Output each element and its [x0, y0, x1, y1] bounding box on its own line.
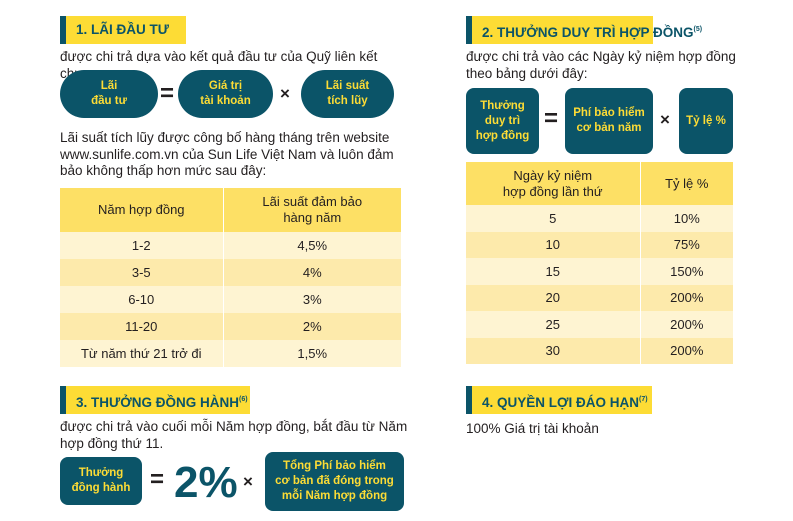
cell: 75%: [640, 231, 733, 258]
cell: 6-10: [60, 286, 224, 313]
table-row: Từ năm thứ 21 trở đi 1,5%: [60, 340, 401, 367]
table-row: 20 200%: [466, 284, 733, 311]
section-1-note: Lãi suất tích lũy được công bố hàng thán…: [60, 130, 394, 178]
formula-account-value: Giá trị tài khoản: [178, 70, 273, 118]
section-2-intro: được chi trả vào các Ngày kỷ niệm hợp đồ…: [466, 49, 736, 81]
formula-accumulated-rate: Lãi suất tích lũy: [301, 70, 394, 118]
table-row: 30 200%: [466, 337, 733, 364]
formula-companion-bonus: Thưởng đồng hành: [60, 457, 142, 505]
footnote-marker: (6): [238, 396, 248, 403]
cell: 3%: [223, 286, 401, 313]
table-row: 25 200%: [466, 311, 733, 338]
column-header: Ngày kỷ niệm hợp đồng lần thứ: [466, 162, 641, 205]
footnote-marker: (7): [639, 396, 648, 403]
section-1-header: 1. LÃI ĐẦU TƯ: [60, 16, 186, 44]
section-1-title: 1. LÃI ĐẦU TƯ: [76, 22, 169, 37]
formula-percentage: Tỷ lệ %: [679, 88, 733, 154]
formula-total-premium: Tổng Phí bảo hiểm cơ bản đã đóng trong m…: [265, 452, 404, 511]
cell: 1,5%: [223, 340, 401, 367]
cell: 3-5: [60, 259, 224, 286]
cell: 200%: [640, 337, 733, 364]
equals-sign: =: [160, 80, 175, 107]
column-header: Lãi suất đảm bảo hàng năm: [223, 188, 401, 232]
loyalty-bonus-table: Ngày kỷ niệm hợp đồng lần thứ Tỷ lệ % 5 10…: [466, 162, 733, 364]
table-row: 11-20 2%: [60, 313, 401, 340]
cell: 10: [466, 231, 641, 258]
multiply-sign: ×: [280, 84, 290, 103]
table-row: 6-10 3%: [60, 286, 401, 313]
cell: 10%: [640, 205, 733, 232]
cell: 11-20: [60, 313, 224, 340]
cell: 30: [466, 337, 641, 364]
column-header: Tỷ lệ %: [640, 162, 733, 205]
formula-loyalty-bonus: Thưởng duy trì hợp đồng: [466, 88, 539, 154]
cell: Từ năm thứ 21 trở đi: [60, 340, 224, 367]
multiply-sign: ×: [660, 110, 670, 129]
cell: 15: [466, 258, 641, 285]
equals-sign: =: [544, 105, 559, 132]
cell: 20: [466, 284, 641, 311]
table-row: 15 150%: [466, 258, 733, 285]
equals-sign: =: [150, 466, 165, 493]
cell: 2%: [223, 313, 401, 340]
formula-base-premium: Phí bảo hiểm cơ bản năm: [565, 88, 653, 154]
cell: 25: [466, 311, 641, 338]
cell: 4,5%: [223, 232, 401, 259]
section-4-title: 4. QUYỀN LỢI ĐÁO HẠN: [482, 395, 640, 410]
section-3-title: 3. THƯỞNG ĐỒNG HÀNH: [76, 395, 239, 410]
formula-interest-result: Lãi đầu tư: [60, 70, 158, 118]
multiply-sign: ×: [243, 472, 253, 491]
table-row: 10 75%: [466, 231, 733, 258]
footnote-marker: (5): [693, 26, 703, 33]
rate-value: 2%: [174, 458, 238, 507]
section-2-header: 2. THƯỞNG DUY TRÌ HỢP ĐỒNG(5): [466, 16, 702, 44]
section-4-header: 4. QUYỀN LỢI ĐÁO HẠN(7): [466, 386, 652, 414]
section-2-title: 2. THƯỞNG DUY TRÌ HỢP ĐỒNG: [482, 25, 694, 40]
cell: 200%: [640, 284, 733, 311]
section-3-header: 3. THƯỞNG ĐỒNG HÀNH(6): [60, 386, 250, 414]
cell: 1-2: [60, 232, 224, 259]
cell: 4%: [223, 259, 401, 286]
table-row: 3-5 4%: [60, 259, 401, 286]
guaranteed-rate-table: Năm hợp đồng Lãi suất đảm bảo hàng năm 1-…: [60, 188, 401, 367]
cell: 150%: [640, 258, 733, 285]
cell: 5: [466, 205, 641, 232]
table-row: 1-2 4,5%: [60, 232, 401, 259]
section-4-text: 100% Giá trị tài khoản: [466, 421, 599, 436]
section-3-intro: được chi trả vào cuối mỗi Năm hợp đồng, …: [60, 419, 408, 451]
cell: 200%: [640, 311, 733, 338]
column-header: Năm hợp đồng: [60, 188, 224, 232]
table-row: 5 10%: [466, 205, 733, 232]
